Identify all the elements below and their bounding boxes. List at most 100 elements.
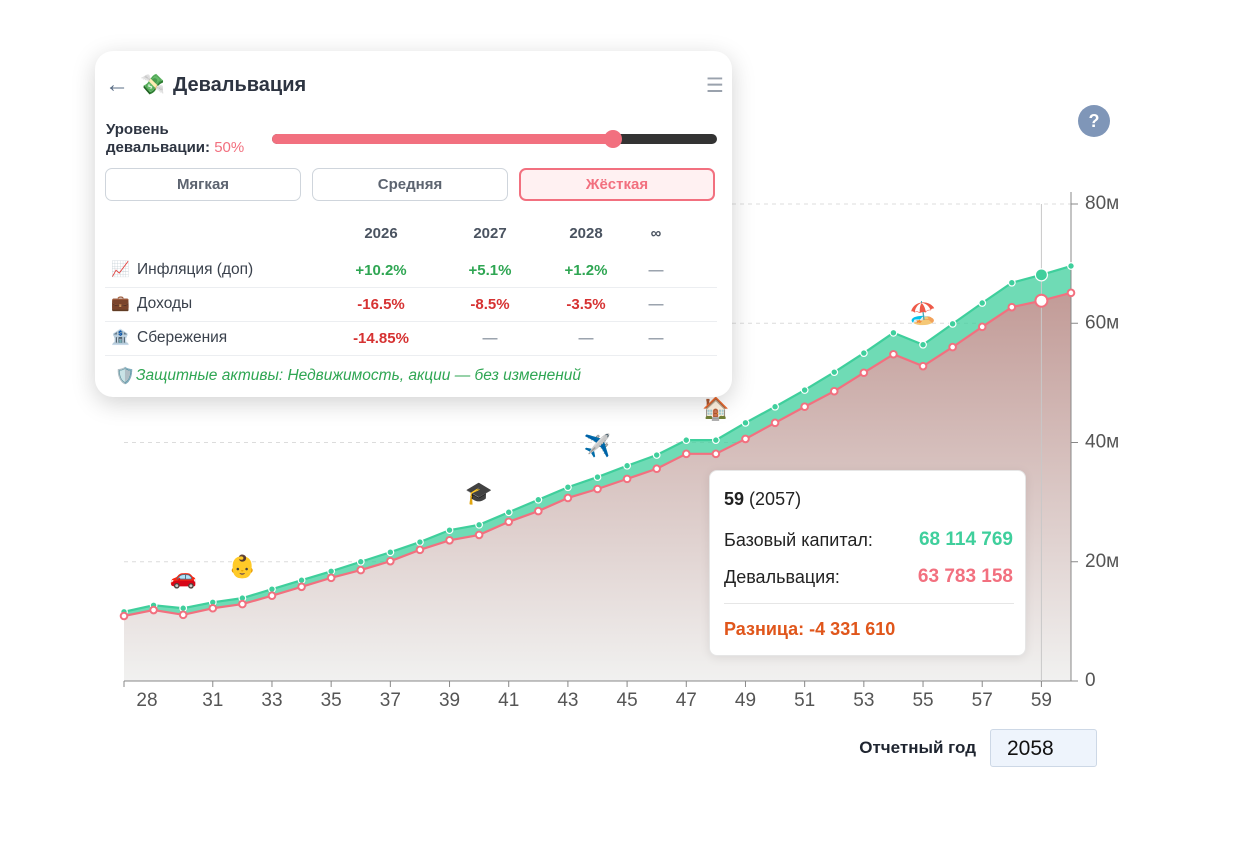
point [267, 591, 277, 601]
event-icon: 🏠 [702, 396, 729, 421]
note-text: Защитные активы: Недвижимость, акции — б… [136, 367, 581, 384]
point [948, 342, 957, 352]
slider-fill [272, 134, 613, 144]
tooltip-value: 63 783 158 [917, 566, 1013, 587]
point [859, 368, 869, 378]
table-cell: +5.1% [468, 262, 512, 279]
x-tick-label: 41 [498, 690, 519, 711]
x-tick-label: 31 [202, 690, 223, 711]
point [1034, 293, 1049, 308]
preset-button[interactable]: Жёсткая [519, 168, 715, 201]
point [1066, 288, 1076, 298]
table-cell: -16.5% [357, 296, 405, 313]
point [919, 340, 927, 349]
y-tick-label: 60м [1085, 312, 1119, 333]
slider-value: 50% [214, 139, 245, 156]
report-year-label: Отчетный год [859, 738, 976, 757]
event-icon: 🚗 [169, 564, 196, 589]
point [178, 610, 188, 620]
event-icon: ✈️ [584, 432, 611, 458]
x-tick-label: 55 [912, 690, 933, 711]
point [593, 473, 602, 481]
x-tick-label: 33 [261, 690, 282, 711]
table-row: 📈 Инфляция (доп) +10.2% +5.1% +1.2% — [105, 253, 717, 288]
table-cell: — [648, 296, 664, 313]
point [416, 538, 424, 546]
panel-title: Девальвация [173, 74, 307, 96]
tooltip-label: Базовый капитал: [724, 530, 873, 550]
point [622, 474, 632, 484]
point [297, 582, 306, 592]
point [386, 556, 395, 566]
point [830, 368, 839, 377]
x-tick-label: 35 [321, 690, 342, 711]
point [889, 349, 898, 359]
event-icon: 👶 [229, 554, 256, 579]
point [623, 461, 631, 470]
table-cell: -3.5% [566, 296, 606, 313]
point [475, 520, 484, 529]
row-icon: 💼 [111, 295, 130, 312]
point [534, 506, 543, 516]
x-tick-label: 45 [617, 690, 638, 711]
tooltip-year: (2057) [749, 489, 802, 509]
point [445, 526, 454, 535]
point [445, 535, 454, 545]
point [918, 361, 928, 371]
preset-button[interactable]: Мягкая [105, 168, 301, 201]
y-tick-label: 80м [1085, 193, 1119, 214]
x-tick-label: 53 [853, 690, 874, 711]
slider-knob[interactable] [604, 130, 622, 148]
point [800, 402, 809, 412]
help-button[interactable] [1078, 105, 1110, 137]
point [563, 493, 573, 503]
table-cell: — [482, 330, 498, 347]
tooltip-diff: Разница: -4 331 610 [724, 619, 896, 639]
row-icon: 🏦 [111, 329, 130, 346]
table-cell: — [648, 262, 664, 279]
point [1007, 278, 1016, 287]
point [682, 436, 691, 445]
x-tick-label: 28 [136, 690, 157, 711]
menu-button[interactable]: ☰ [706, 75, 724, 97]
note-icon: 🛡️ [115, 368, 135, 385]
back-button[interactable]: ← [105, 71, 129, 98]
point [415, 545, 425, 555]
table-row: 💼 Доходы -16.5% -8.5% -3.5% — [105, 287, 717, 322]
tooltip-label: Девальвация: [724, 567, 840, 587]
table-header: 2026 [364, 225, 398, 242]
point [534, 495, 543, 504]
table-cell: +10.2% [355, 262, 407, 279]
x-tick-label: 51 [794, 690, 815, 711]
point [504, 508, 513, 517]
report-year-input[interactable]: 2058 [990, 729, 1097, 767]
point [770, 418, 780, 428]
point [474, 530, 484, 540]
row-icon: 📈 [111, 261, 130, 278]
table-cell: -8.5% [470, 296, 510, 313]
point [948, 319, 957, 328]
row-label: Сбережения [137, 329, 228, 346]
help-icon: ? [1089, 111, 1100, 131]
point [711, 449, 721, 459]
tooltip-head: 59 (2057) [724, 489, 801, 510]
table-cell: +1.2% [564, 262, 608, 279]
row-label: Инфляция (доп) [137, 261, 254, 278]
preset-button[interactable]: Средняя [312, 168, 508, 201]
x-tick-label: 37 [380, 690, 401, 711]
table-cell: -14.85% [353, 330, 409, 347]
deval-panel: ← 💸 Девальвация ☰ Уровень девальвации: 5… [95, 51, 732, 397]
table-header: 2028 [569, 225, 603, 242]
point [593, 484, 602, 494]
event-icon: 🎓 [465, 481, 492, 506]
point [800, 386, 809, 394]
point [1007, 302, 1017, 312]
point [356, 557, 365, 566]
point [889, 328, 898, 337]
point [978, 299, 987, 307]
panel-icon: 💸 [140, 74, 165, 96]
point [1034, 268, 1049, 282]
table-row: 🏦 Сбережения -14.85% — — — [105, 321, 717, 356]
point [771, 402, 779, 411]
tooltip-divider [724, 603, 1014, 604]
